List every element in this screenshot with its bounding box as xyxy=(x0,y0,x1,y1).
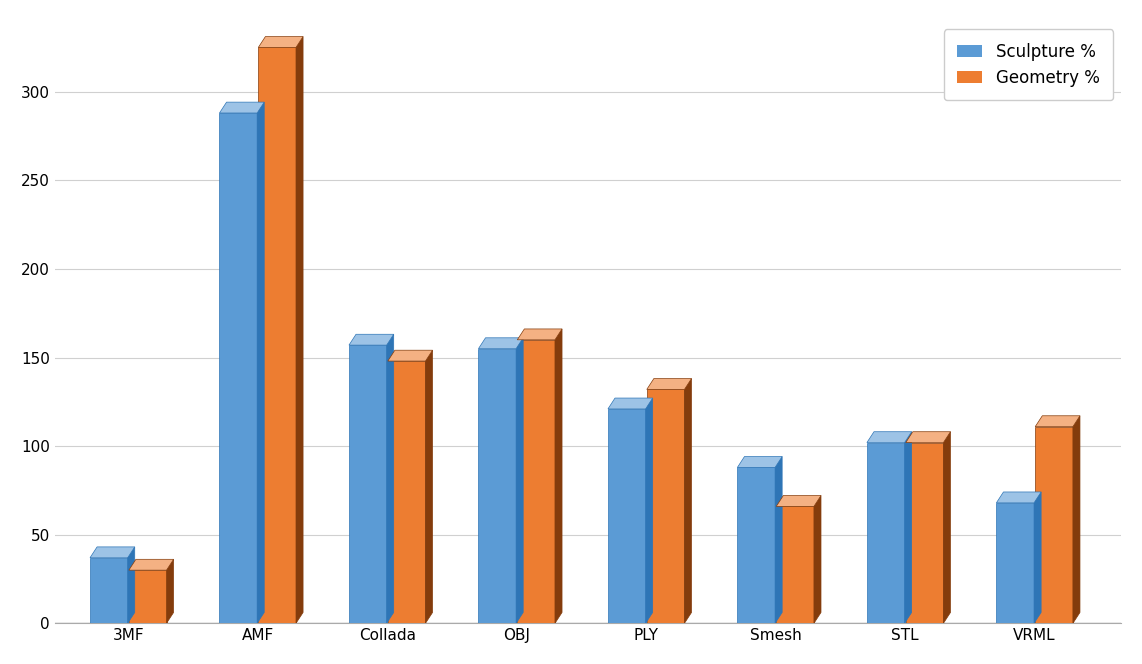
Polygon shape xyxy=(517,329,562,340)
Polygon shape xyxy=(645,398,653,623)
Polygon shape xyxy=(517,340,555,623)
Legend: Sculpture %, Geometry %: Sculpture %, Geometry % xyxy=(944,29,1112,100)
Polygon shape xyxy=(516,338,523,623)
Polygon shape xyxy=(738,467,775,623)
Polygon shape xyxy=(388,350,433,361)
Polygon shape xyxy=(867,432,911,443)
Polygon shape xyxy=(996,503,1034,623)
Polygon shape xyxy=(814,495,821,623)
Polygon shape xyxy=(478,338,523,349)
Polygon shape xyxy=(388,361,426,623)
Polygon shape xyxy=(555,329,562,623)
Polygon shape xyxy=(349,334,394,345)
Polygon shape xyxy=(738,457,782,467)
Polygon shape xyxy=(426,350,433,623)
Polygon shape xyxy=(478,349,516,623)
Polygon shape xyxy=(1036,426,1072,623)
Polygon shape xyxy=(684,378,692,623)
Polygon shape xyxy=(258,37,303,47)
Polygon shape xyxy=(646,378,692,389)
Polygon shape xyxy=(1072,416,1080,623)
Polygon shape xyxy=(646,389,684,623)
Polygon shape xyxy=(258,47,296,623)
Polygon shape xyxy=(1036,416,1080,426)
Polygon shape xyxy=(349,345,387,623)
Polygon shape xyxy=(387,334,394,623)
Polygon shape xyxy=(128,547,135,623)
Polygon shape xyxy=(129,570,167,623)
Polygon shape xyxy=(775,457,782,623)
Polygon shape xyxy=(90,547,135,558)
Polygon shape xyxy=(996,492,1042,503)
Polygon shape xyxy=(219,113,257,623)
Polygon shape xyxy=(296,37,303,623)
Polygon shape xyxy=(129,559,174,570)
Polygon shape xyxy=(867,443,904,623)
Polygon shape xyxy=(608,409,645,623)
Polygon shape xyxy=(777,495,821,507)
Polygon shape xyxy=(1034,492,1042,623)
Polygon shape xyxy=(90,558,128,623)
Polygon shape xyxy=(777,507,814,623)
Polygon shape xyxy=(257,102,264,623)
Polygon shape xyxy=(906,432,950,443)
Polygon shape xyxy=(219,102,264,113)
Polygon shape xyxy=(943,432,950,623)
Polygon shape xyxy=(904,432,911,623)
Polygon shape xyxy=(167,559,174,623)
Polygon shape xyxy=(906,443,943,623)
Polygon shape xyxy=(608,398,653,409)
